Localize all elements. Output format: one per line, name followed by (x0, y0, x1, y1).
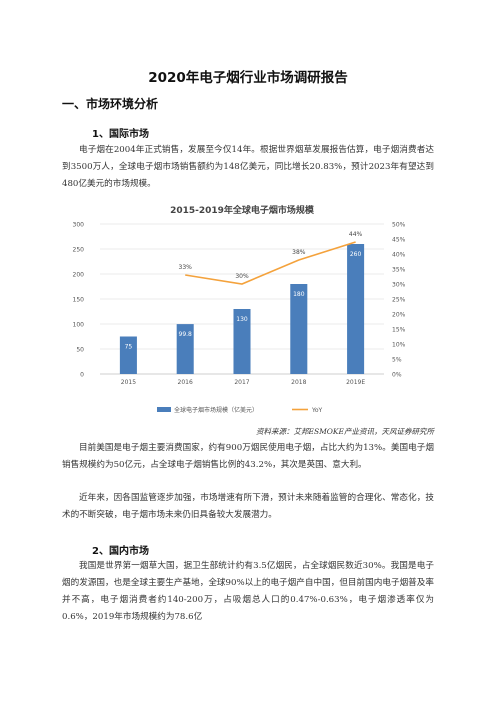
line-data-label: 30% (235, 273, 249, 280)
subheading-domestic-market: 2、国内市场 (92, 546, 149, 557)
y-tick-label: 50 (76, 347, 84, 354)
y2-tick-label: 5% (392, 357, 402, 364)
paragraph-international-market: 电子烟在2004年正式销售，发展至今仅14年。根据世界烟草发展报告估算，电子烟消… (62, 145, 434, 189)
yoy-line (185, 241, 356, 285)
chart-svg: 2015-2019年全球电子烟市场规模 0 50 100 150 200 250 300 0% 5… (73, 204, 406, 414)
y-tick-label: 0 (80, 372, 84, 379)
bar-data-label: 130 (236, 316, 248, 323)
section-heading-market-environment: 一、市场环境分析 (62, 97, 159, 111)
y2-tick-label: 30% (392, 282, 406, 289)
y-tick-label: 100 (73, 322, 85, 329)
x-tick-label: 2019E (346, 379, 365, 386)
x-tick-label: 2017 (234, 379, 249, 386)
paragraph-us-market: 目前美国是电子烟主要消费国家，约有900万烟民使用电子烟，占比大约为13%。美国… (62, 443, 434, 470)
line-data-label: 44% (349, 231, 363, 238)
bar (119, 336, 137, 374)
bar-data-label: 180 (293, 291, 305, 298)
y2-tick-label: 50% (392, 222, 406, 229)
document-title: 2020年电子烟行业市场调研报告 (148, 70, 348, 86)
y2-tick-label: 45% (392, 237, 406, 244)
paragraph-domestic-market: 我国是世界第一烟草大国，据卫生部统计约有3.5亿烟民，占全球烟民数近30%。我国… (62, 561, 434, 622)
y-tick-label: 300 (73, 222, 85, 229)
legend-label-line: YoY (311, 407, 323, 414)
market-size-chart: 2015-2019年全球电子烟市场规模 0 50 100 150 200 250 300 0% 5… (62, 198, 434, 428)
paragraph-market-outlook: 近年来，因各国监管逐步加强，市场增速有所下滑，预计未来随着监管的合理化、常态化，… (62, 493, 434, 520)
bar-data-label: 75 (125, 344, 133, 351)
y2-tick-label: 10% (392, 342, 406, 349)
bar (290, 284, 308, 374)
bar-data-label: 99.8 (179, 331, 193, 338)
chart-title: 2015-2019年全球电子烟市场规模 (170, 204, 315, 216)
y2-tick-label: 0% (392, 372, 402, 379)
subheading-international-market: 1、国际市场 (92, 129, 149, 140)
bar (347, 244, 365, 374)
y2-tick-label: 25% (392, 297, 406, 304)
legend-label-bar: 全球电子烟市场规模（亿美元） (174, 406, 258, 414)
y2-tick-label: 35% (392, 267, 406, 274)
line-data-label: 38% (292, 249, 306, 256)
x-tick-label: 2015 (121, 379, 136, 386)
y-tick-label: 200 (73, 272, 85, 279)
y2-tick-label: 15% (392, 327, 406, 334)
y-tick-label: 250 (73, 247, 85, 254)
bar (233, 309, 251, 374)
bar-data-label: 260 (350, 251, 362, 258)
chart-source-note: 资料来源：艾邦ESMOKE产业资讯，天风证券研究所 (255, 427, 434, 436)
y2-tick-label: 20% (392, 312, 406, 319)
x-tick-label: 2018 (291, 379, 306, 386)
y-tick-label: 150 (73, 297, 85, 304)
line-data-label: 33% (179, 264, 193, 271)
legend-swatch-bar (157, 407, 171, 412)
y2-tick-label: 40% (392, 252, 406, 259)
bar (176, 324, 194, 374)
x-tick-label: 2016 (178, 379, 193, 386)
